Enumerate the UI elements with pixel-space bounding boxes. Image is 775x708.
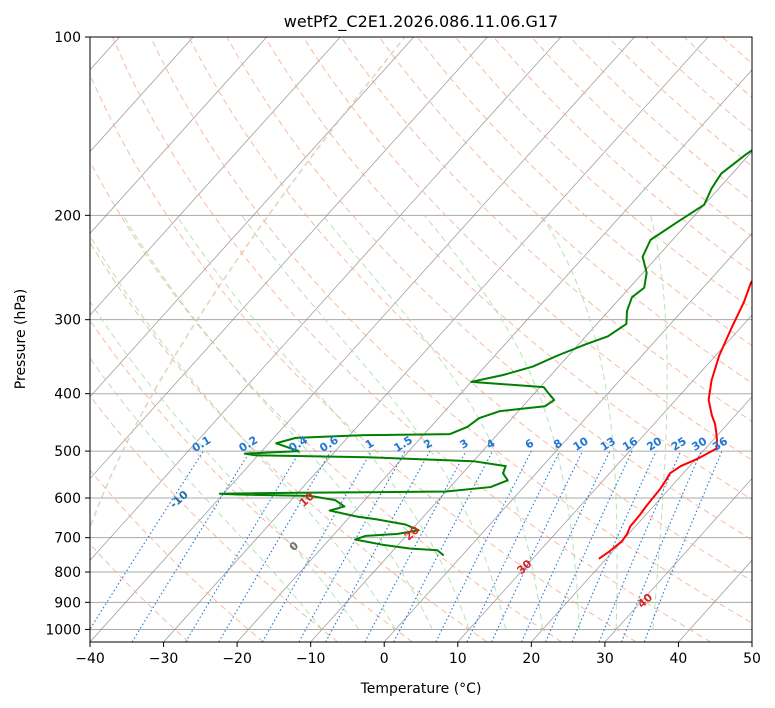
dry-adiabat-line	[90, 73, 637, 642]
x-axis: −40 −30 −20 −10 0 10 20 30 40 50	[75, 642, 761, 667]
isotherm-line	[383, 232, 752, 642]
isotherm-line	[90, 37, 415, 398]
mixing-ratio-line	[218, 450, 332, 642]
isotherm-line	[457, 314, 752, 642]
isotherm-line	[90, 37, 341, 316]
x-tick-label: −20	[222, 651, 252, 667]
mixing-ratio-line	[90, 450, 204, 631]
isotherm-line	[310, 151, 752, 642]
plot-frame	[89, 36, 753, 643]
dry-adiabat-line	[378, 37, 752, 384]
mixing-ratio-line	[520, 450, 611, 642]
x-tick-label: 20	[522, 651, 540, 667]
y-tick-label: 1000	[45, 622, 81, 638]
mixing-ratio-line	[598, 450, 682, 642]
x-tick-label: −40	[75, 651, 105, 667]
y-tick-label: 800	[54, 565, 81, 581]
dry-adiabat-line	[112, 37, 712, 642]
dry-adiabat-line	[90, 395, 339, 642]
moist-adiabat-line	[90, 357, 323, 630]
y-tick-label: 300	[54, 313, 81, 329]
mixing-ratio-line	[262, 450, 372, 642]
dewpoint-profile-line	[218, 149, 752, 557]
mixing-ratio-line	[185, 450, 301, 642]
x-tick-label: 40	[670, 651, 688, 667]
moist-adiabat-line	[650, 215, 668, 630]
dry-adiabat-line	[607, 37, 752, 167]
x-tick-label: 30	[596, 651, 614, 667]
moist-adiabat-line	[176, 215, 470, 630]
moist-adiabat-line	[90, 234, 396, 630]
isotherm-line	[90, 37, 268, 234]
dry-adiabat-line	[417, 37, 752, 347]
moist-adiabat-line	[541, 215, 618, 630]
dry-adiabat-line	[188, 37, 752, 582]
moist-adiabat-line	[241, 215, 507, 630]
mixing-ratio-line	[545, 450, 633, 642]
mixing-ratio-line	[298, 450, 406, 642]
isotherm-line	[163, 37, 709, 642]
y-tick-label: 200	[54, 208, 81, 224]
x-tick-label: −10	[296, 651, 326, 667]
mixing-ratio-line	[466, 450, 561, 642]
y-tick-label: 400	[54, 387, 81, 403]
mixing-ratio-line	[491, 450, 584, 642]
moist-adiabat-line	[90, 300, 360, 630]
x-tick-label: 50	[743, 651, 761, 667]
dry-adiabat-line	[90, 160, 562, 642]
background-lines	[90, 37, 752, 642]
y-tick-label: 600	[54, 491, 81, 507]
mixing-ratio-line	[325, 450, 431, 642]
y-tick-label: 900	[54, 595, 81, 611]
profile-lines	[218, 149, 752, 560]
y-tick-label: 700	[54, 531, 81, 547]
isotherm-line	[604, 477, 752, 642]
dry-adiabat-line	[569, 37, 752, 202]
reference-curve-line	[90, 37, 406, 531]
x-tick-label: −30	[149, 651, 179, 667]
isotherm-line	[90, 37, 635, 642]
x-tick-label: 0	[380, 651, 389, 667]
x-tick-label: 10	[449, 651, 467, 667]
dry-adiabat-line	[90, 319, 413, 642]
isotherm-line	[90, 37, 488, 480]
dry-adiabat-line	[302, 37, 752, 461]
y-axis-title: Pressure (hPa)	[13, 289, 29, 389]
mixing-ratio-line	[131, 450, 251, 642]
moist-adiabat-line	[424, 215, 580, 630]
x-axis-title: Temperature (°C)	[360, 681, 482, 697]
y-axis: 1000 900 800 700 600 500 400 300 200 100	[45, 30, 90, 638]
mixing-ratio-line	[621, 450, 702, 642]
y-tick-label: 100	[54, 30, 81, 46]
moist-adiabat-line	[322, 215, 544, 630]
isotherm-line	[90, 37, 562, 561]
dry-adiabat-line	[226, 37, 752, 541]
isotherm-line	[236, 69, 752, 642]
moist-adiabat-line	[122, 215, 433, 630]
dry-adiabat-line	[455, 37, 752, 310]
isotherm-line	[90, 37, 194, 153]
dry-adiabat-line	[340, 37, 752, 422]
y-tick-label: 500	[54, 444, 81, 460]
chart-title: wetPf2_C2E1.2026.086.11.06.G17	[284, 12, 558, 32]
temperature-profile-line	[598, 279, 752, 560]
